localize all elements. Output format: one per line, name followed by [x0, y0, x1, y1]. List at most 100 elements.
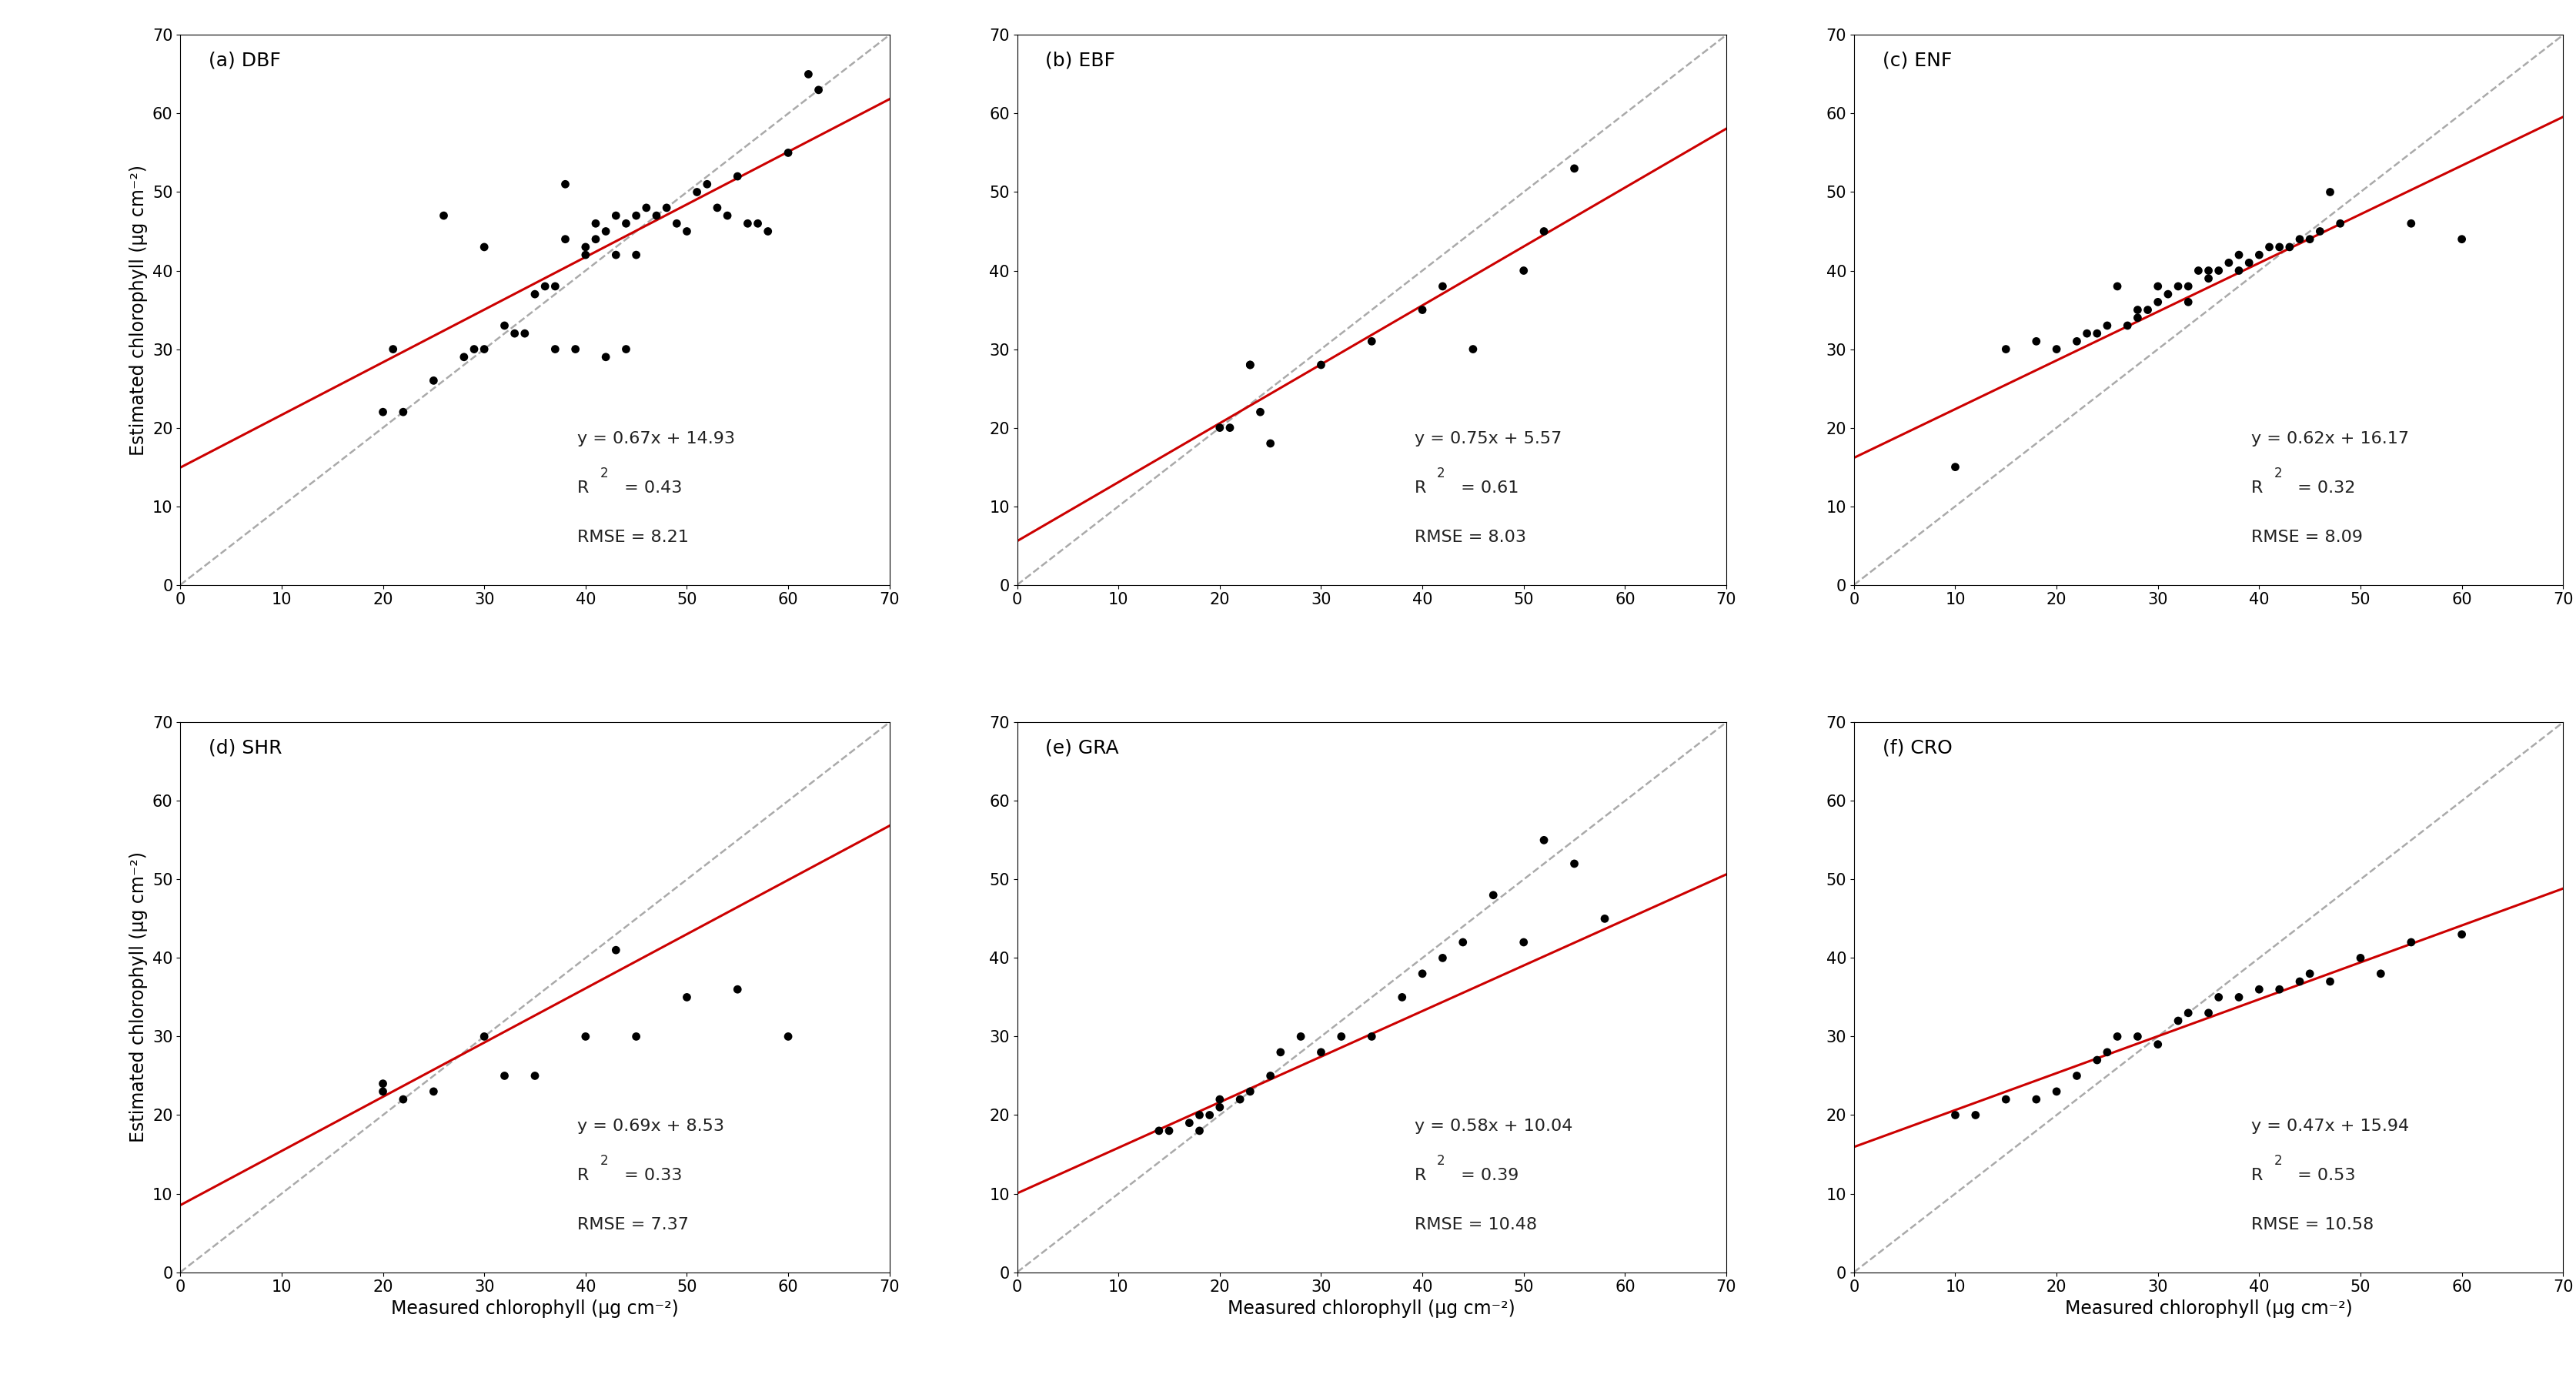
Point: [677, 180, 719, 203]
Point: [1350, 1025, 1391, 1047]
Point: [1280, 1025, 1321, 1047]
Point: [2259, 236, 2300, 259]
Point: [2138, 1033, 2179, 1055]
Point: [706, 204, 747, 226]
Point: [526, 275, 567, 298]
Text: 2: 2: [2275, 1153, 2282, 1167]
Point: [2066, 323, 2107, 345]
Point: [2097, 1025, 2138, 1047]
Point: [564, 236, 605, 259]
Point: [412, 369, 453, 391]
Text: y = 0.62x + 16.17: y = 0.62x + 16.17: [2251, 431, 2409, 446]
Point: [2280, 228, 2321, 250]
Point: [688, 173, 729, 196]
Point: [1149, 1120, 1190, 1142]
Y-axis label: Estimated chlorophyll (μg cm⁻²): Estimated chlorophyll (μg cm⁻²): [129, 165, 147, 456]
Text: (a) DBF: (a) DBF: [209, 52, 281, 70]
Text: RMSE = 10.58: RMSE = 10.58: [2251, 1218, 2372, 1233]
Point: [536, 338, 577, 361]
Point: [2187, 260, 2228, 282]
Point: [1955, 1104, 1996, 1127]
Point: [1180, 1104, 1221, 1127]
Point: [564, 243, 605, 266]
Point: [1301, 1042, 1342, 1064]
Point: [2166, 1002, 2208, 1025]
Point: [1502, 260, 1543, 282]
Point: [2166, 291, 2208, 313]
Point: [1443, 931, 1484, 953]
Point: [2311, 180, 2352, 203]
Point: [2197, 986, 2239, 1008]
Text: RMSE = 8.09: RMSE = 8.09: [2251, 530, 2362, 545]
Point: [2218, 243, 2259, 266]
Point: [768, 1025, 809, 1047]
Text: R: R: [577, 1167, 590, 1183]
Point: [2197, 260, 2239, 282]
Point: [1401, 299, 1443, 322]
Point: [1553, 853, 1595, 875]
Text: (f) CRO: (f) CRO: [1883, 738, 1953, 758]
Point: [747, 219, 788, 242]
Point: [2290, 228, 2331, 250]
Point: [2056, 330, 2097, 352]
Text: RMSE = 10.48: RMSE = 10.48: [1414, 1218, 1538, 1233]
Point: [2280, 970, 2321, 993]
Text: 2: 2: [600, 1153, 608, 1167]
Text: 2: 2: [600, 467, 608, 481]
Text: = 0.32: = 0.32: [2293, 481, 2354, 496]
Point: [2218, 260, 2259, 282]
Point: [585, 219, 626, 242]
Point: [484, 315, 526, 337]
Point: [768, 141, 809, 164]
Point: [1350, 330, 1391, 352]
Y-axis label: Estimated chlorophyll (μg cm⁻²): Estimated chlorophyll (μg cm⁻²): [129, 851, 147, 1142]
Point: [2228, 252, 2269, 274]
Point: [788, 63, 829, 85]
Point: [1229, 354, 1270, 376]
Point: [1401, 962, 1443, 984]
Point: [544, 173, 585, 196]
Text: R: R: [1414, 481, 1427, 496]
Point: [1935, 1104, 1976, 1127]
Text: RMSE = 8.03: RMSE = 8.03: [1414, 530, 1525, 545]
Text: R: R: [577, 481, 590, 496]
Point: [616, 204, 657, 226]
Point: [1422, 275, 1463, 298]
Point: [726, 212, 768, 235]
Point: [2097, 275, 2138, 298]
Point: [1553, 158, 1595, 180]
Point: [2014, 330, 2056, 352]
Text: R: R: [2251, 481, 2262, 496]
Point: [595, 204, 636, 226]
Point: [2391, 931, 2432, 953]
Point: [1229, 1081, 1270, 1103]
Point: [536, 275, 577, 298]
Point: [2087, 1042, 2128, 1064]
Point: [484, 1065, 526, 1088]
Point: [2318, 212, 2360, 235]
Point: [2442, 228, 2483, 250]
Point: [363, 1081, 404, 1103]
Point: [2300, 219, 2342, 242]
Point: [2035, 338, 2076, 361]
Point: [1986, 1088, 2027, 1110]
X-axis label: Measured chlorophyll (μg cm⁻²): Measured chlorophyll (μg cm⁻²): [392, 1299, 677, 1318]
Text: 2: 2: [1437, 1153, 1445, 1167]
Point: [799, 78, 840, 101]
Point: [2159, 275, 2200, 298]
Point: [737, 212, 778, 235]
Text: (e) GRA: (e) GRA: [1046, 738, 1118, 758]
Point: [2269, 236, 2311, 259]
X-axis label: Measured chlorophyll (μg cm⁻²): Measured chlorophyll (μg cm⁻²): [2066, 1299, 2352, 1318]
Point: [1200, 1088, 1242, 1110]
Point: [384, 1088, 425, 1110]
Point: [374, 338, 415, 361]
Point: [515, 282, 556, 305]
Point: [2107, 315, 2148, 337]
Point: [1381, 986, 1422, 1008]
Point: [2339, 946, 2380, 969]
Point: [464, 236, 505, 259]
Point: [1986, 338, 2027, 361]
Point: [2259, 979, 2300, 1001]
Point: [2148, 282, 2190, 305]
